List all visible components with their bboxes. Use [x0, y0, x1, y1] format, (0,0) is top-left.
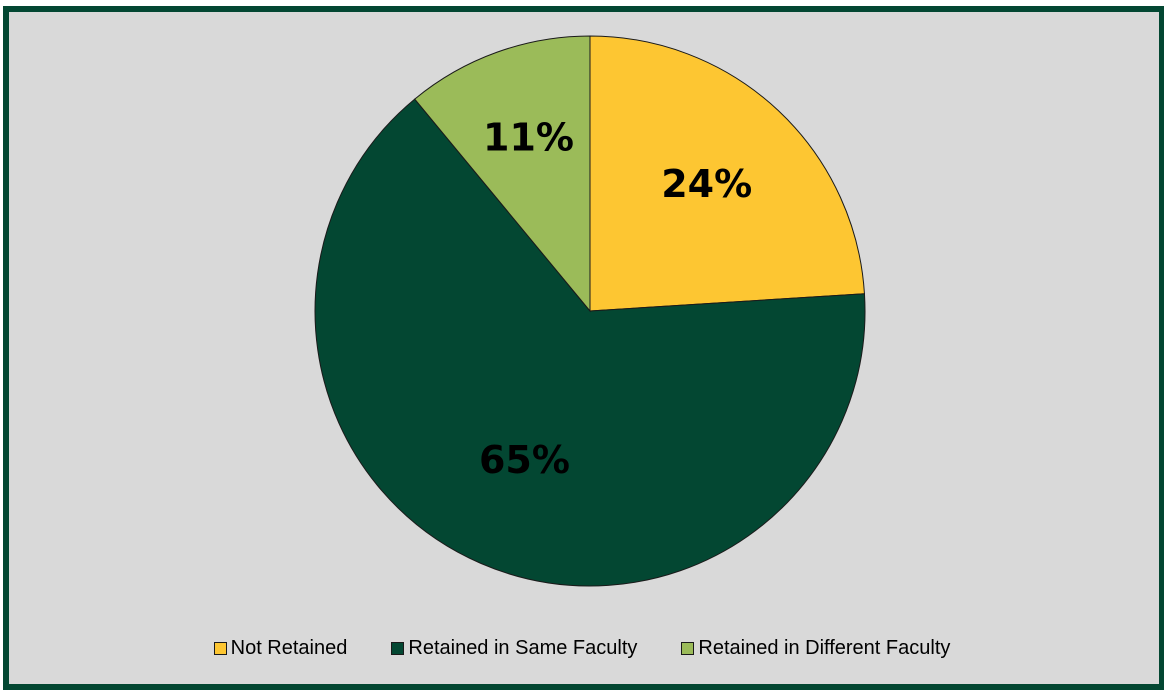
legend-item-retained-different-faculty: Retained in Different Faculty	[681, 637, 950, 660]
data-label: 24%	[661, 162, 752, 206]
pie-slice-retained-in-different-faculty	[414, 35, 591, 313]
data-label: 11%	[483, 116, 574, 160]
legend-label: Retained in Different Faculty	[698, 636, 951, 659]
pie-slice-not-retained	[589, 35, 865, 312]
legend-label: Retained in Same Faculty	[408, 636, 638, 659]
legend-swatch	[391, 641, 405, 655]
pie-slice-retained-in-same-faculty	[314, 98, 866, 587]
chart-legend: Not Retained Retained in Same Faculty Re…	[0, 634, 1164, 662]
pie-slices	[314, 35, 866, 587]
legend-label: Not Retained	[230, 636, 348, 659]
legend-swatch	[681, 641, 695, 655]
data-label: 65%	[479, 438, 570, 482]
pie-data-labels: 24% 65% 11%	[479, 116, 752, 482]
legend-item-retained-same-faculty: Retained in Same Faculty	[391, 637, 637, 660]
legend-swatch	[213, 641, 227, 655]
legend-item-not-retained: Not Retained	[213, 636, 348, 660]
